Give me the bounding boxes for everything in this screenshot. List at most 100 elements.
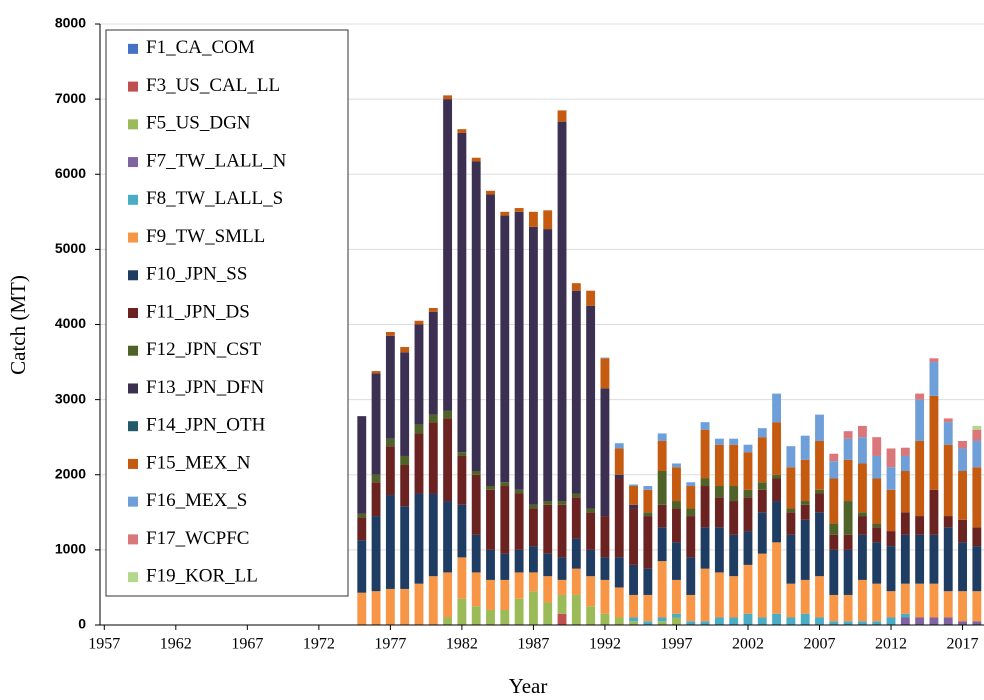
bar-segment: [500, 609, 510, 625]
bar-segment: [800, 435, 810, 460]
bar-segment: [686, 508, 696, 517]
x-tick-label: 1957: [88, 636, 120, 653]
bar-segment: [514, 489, 524, 494]
bar-segment: [400, 464, 410, 507]
bar-segment: [900, 583, 910, 614]
bar-segment: [857, 516, 867, 535]
bar-segment: [800, 459, 810, 502]
bar-segment: [886, 531, 896, 547]
bar-segment: [586, 290, 596, 306]
bar-segment: [414, 320, 424, 325]
bar-segment: [657, 504, 667, 528]
bar-segment: [543, 504, 553, 554]
legend-label: F14_JPN_OTH: [146, 415, 266, 436]
bar-segment: [915, 393, 925, 400]
bar-segment: [543, 553, 553, 577]
bar-segment: [772, 542, 782, 614]
ticks: 0 1000 2000 3000 4000 5000 6000 7000 8000 1957 196…: [55, 15, 979, 653]
x-tick-label: 1987: [517, 636, 549, 653]
bar-segment: [815, 576, 824, 618]
bar-segment: [900, 613, 910, 618]
bar-segment: [729, 617, 739, 625]
bar-segment: [371, 591, 381, 625]
x-tick-label: 2002: [732, 636, 764, 653]
bar-segment: [357, 592, 367, 625]
bar-segment: [958, 591, 967, 622]
bar-segment: [385, 446, 395, 496]
bar-segment: [829, 549, 839, 595]
bar-segment: [857, 621, 867, 625]
x-tick-label: 1997: [660, 636, 692, 653]
x-tick-label: 1962: [160, 636, 192, 653]
bar-segment: [929, 489, 939, 535]
bar-segment: [929, 395, 939, 490]
bar-segment: [900, 534, 910, 584]
bar-segment: [743, 613, 753, 625]
bar-segment: [686, 516, 696, 558]
bar-segment: [657, 470, 667, 505]
bar-segment: [943, 444, 953, 517]
bar-segment: [400, 347, 410, 353]
bar-segment: [743, 444, 753, 453]
bar-segment: [872, 523, 882, 528]
bar-segment: [686, 594, 696, 622]
legend-swatch: [128, 194, 138, 205]
bar-segment: [729, 444, 739, 487]
bar-segment: [772, 613, 782, 625]
bar-segment: [757, 512, 767, 554]
bar-segment: [772, 474, 782, 479]
bar-segment: [457, 452, 467, 456]
bar-segment: [371, 371, 381, 374]
bar-segment: [700, 527, 710, 569]
x-axis-title: Year: [509, 674, 548, 698]
bar-segment: [586, 508, 596, 513]
legend-swatch: [128, 572, 138, 583]
bar-segment: [528, 591, 538, 625]
bar-segment: [700, 429, 710, 479]
bar-segment: [357, 517, 367, 541]
legend-label: F13_JPN_DFN: [146, 377, 265, 398]
bar-segment: [886, 448, 896, 468]
bar-segment: [672, 579, 681, 614]
bar-segment: [400, 352, 410, 456]
bar-segment: [457, 132, 467, 453]
bar-segment: [800, 504, 810, 520]
bar-segment: [586, 549, 596, 577]
bar-segment: [571, 290, 581, 494]
bar-segment: [915, 516, 925, 535]
bar-segment: [514, 549, 524, 573]
bar-segment: [700, 568, 710, 622]
bar-segment: [600, 357, 610, 359]
bar-segment: [385, 495, 395, 589]
bar-segment: [757, 437, 767, 483]
bar-segment: [629, 484, 638, 487]
bar-segment: [543, 210, 553, 230]
bar-segment: [557, 501, 567, 505]
bar-segment: [900, 470, 910, 513]
bar-segment: [471, 606, 481, 625]
bar-segment: [629, 594, 638, 618]
bar-segment: [614, 587, 624, 618]
bar-segment: [843, 594, 853, 622]
bar-segment: [757, 482, 767, 490]
bar-segment: [857, 512, 867, 517]
bar-segment: [729, 486, 739, 502]
bar-segment: [829, 594, 839, 622]
bar-segment: [915, 399, 925, 441]
y-tick-label: 8000: [55, 15, 86, 31]
bar-segment: [457, 598, 467, 625]
bar-segment: [686, 557, 696, 595]
bar-segment: [743, 531, 753, 565]
bar-segment: [729, 534, 739, 577]
bar-segment: [972, 591, 982, 622]
bar-segment: [528, 504, 538, 509]
bar-segment: [757, 617, 767, 625]
bar-segment: [900, 617, 910, 625]
bar-segment: [786, 583, 796, 618]
bar-segment: [600, 388, 610, 517]
bar-segment: [371, 373, 381, 475]
bar-segment: [915, 534, 925, 584]
bar-segment: [729, 576, 739, 618]
bar-segment: [514, 211, 524, 490]
bar-segment: [629, 508, 638, 565]
